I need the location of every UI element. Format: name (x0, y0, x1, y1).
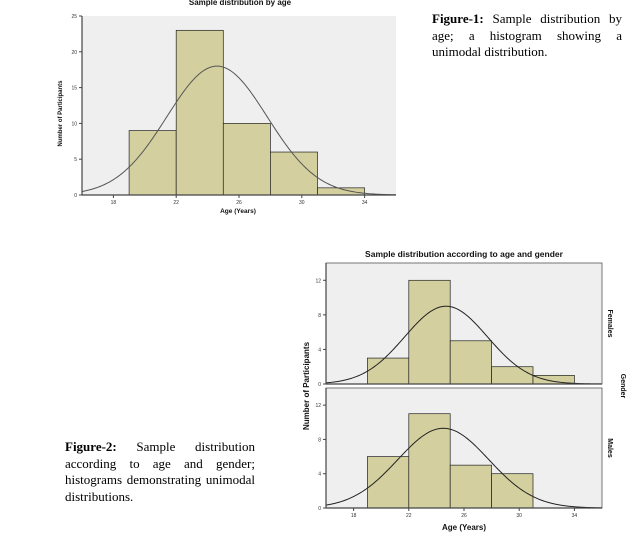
fig2-females-bar-4 (491, 366, 534, 385)
fig2-females-bar-1 (367, 357, 410, 385)
fig1-x-tick-label: 26 (236, 200, 242, 206)
figure-1-label: Figure-1: (432, 11, 484, 26)
fig2-males-y-tick-label: 12 (315, 403, 321, 409)
fig2-y-axis-label: Number of Participants (302, 341, 311, 430)
fig1-x-tick-label: 34 (362, 200, 368, 206)
fig1-normal-curve (81, 65, 397, 196)
figure-1-caption: Figure-1: Sample distribution by age; a … (432, 11, 622, 61)
fig1-y-tick-label: 0 (74, 193, 77, 199)
figure-1-text: Sample distribution by age; a histogram … (432, 11, 622, 59)
fig2-males-normal-curve (325, 427, 603, 509)
fig1-y-tick-label: 10 (71, 121, 77, 127)
fig2-females-y-tick-label: 8 (318, 313, 321, 319)
fig1-chart-title: Sample distribution by age (189, 0, 292, 7)
fig2-x-tick-label: 34 (572, 513, 578, 519)
fig1-x-tick-label: 30 (299, 200, 305, 206)
fig2-females-y-tick-label: 0 (318, 382, 321, 388)
fig1-y-tick-label: 25 (71, 14, 77, 20)
fig2-males-bar-4 (491, 473, 534, 509)
fig1-x-tick-label: 18 (111, 200, 117, 206)
fig2-x-tick-label: 18 (351, 513, 357, 519)
figure-2-text: Sample distribution according to age and… (65, 439, 255, 504)
fig2-x-axis-label: Age (Years) (442, 523, 486, 532)
fig2-males-y-tick-label: 0 (318, 506, 321, 512)
fig2-females-y-tick-label: 4 (318, 347, 321, 353)
fig2-males-y-tick-label: 8 (318, 437, 321, 443)
fig1-bar-4 (270, 151, 318, 196)
figure-2-caption: Figure-2: Sample distribution according … (65, 439, 255, 505)
fig2-chart-title: Sample distribution according to age and… (365, 249, 564, 259)
fig2-males-y-tick-label: 4 (318, 472, 321, 478)
fig2-panel-label-males: Males (606, 438, 613, 458)
fig1-bar-3 (222, 123, 271, 196)
fig1-y-tick-label: 5 (74, 157, 77, 163)
fig1-x-axis-label: Age (Years) (220, 208, 256, 215)
fig2-females-bar-3 (449, 340, 492, 385)
fig2-x-tick-label: 26 (461, 513, 467, 519)
fig2-males-bar-2 (408, 413, 451, 509)
fig1-y-axis-label: Number of Participants (58, 80, 64, 147)
fig1-y-tick-label: 20 (71, 50, 77, 56)
fig2-females-bar-2 (408, 279, 451, 385)
fig2-x-tick-label: 22 (406, 513, 412, 519)
fig2-females-y-tick-label: 12 (315, 278, 321, 284)
fig2-males-bar-1 (367, 456, 410, 509)
fig1-bar-2 (175, 29, 224, 196)
fig2-group-label: Gender (619, 374, 626, 399)
fig2-panel-label-females: Females (606, 309, 613, 337)
fig1-bar-1 (128, 130, 177, 196)
fig2-females-normal-curve (325, 305, 603, 385)
fig2-males-bar-3 (449, 464, 492, 509)
fig2-x-tick-label: 30 (516, 513, 522, 519)
figure-2-label: Figure-2: (65, 439, 117, 454)
fig1-x-tick-label: 22 (173, 200, 179, 206)
fig1-y-tick-label: 15 (71, 86, 77, 92)
